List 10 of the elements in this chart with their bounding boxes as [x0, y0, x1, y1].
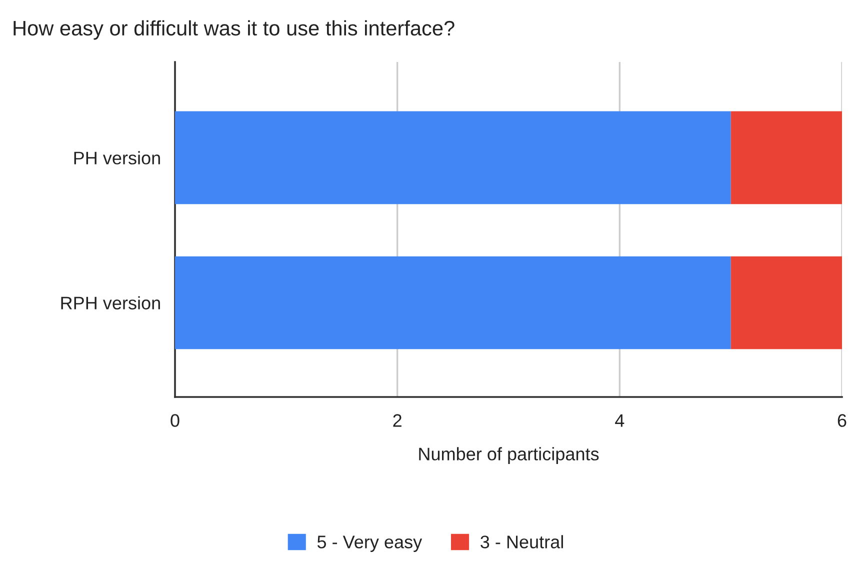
legend-label: 5 - Very easy	[317, 536, 422, 552]
chart-title: How easy or difficult was it to use this interface?	[14, 20, 454, 40]
y-tick-label: PH version	[74, 151, 160, 164]
x-axis-title: Number of participants	[419, 447, 599, 464]
x-tick-label: 4	[615, 414, 624, 427]
y-tick-label: RPH version	[61, 296, 160, 310]
x-tick-label: 0	[170, 414, 180, 427]
x-tick-label: 6	[838, 414, 846, 427]
legend-label: 3 - Neutral	[480, 535, 563, 548]
x-tick-label: 2	[393, 414, 402, 427]
